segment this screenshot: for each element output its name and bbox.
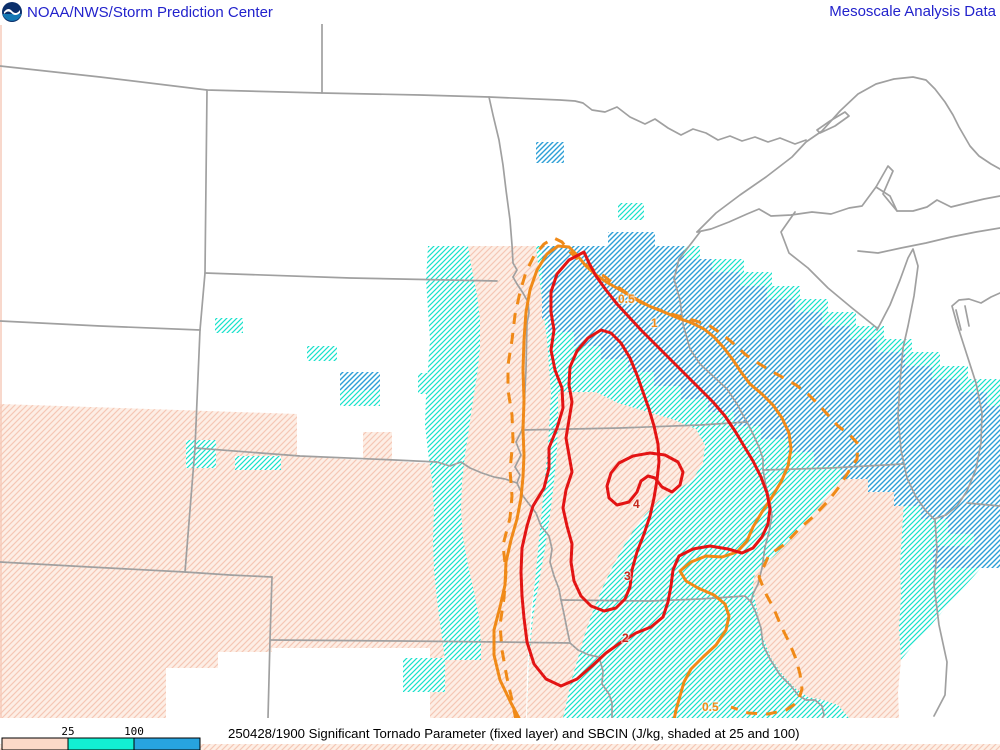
shade-cyan-west-swath — [425, 246, 481, 660]
shade-cyan-patch-8 — [403, 658, 445, 692]
contour-label-1: 1 — [651, 316, 658, 330]
bottom-band: 250428/1900 Significant Tornado Paramete… — [0, 718, 1000, 750]
shade-blue-patch-se — [933, 546, 1000, 568]
header: NOAA/NWS/Storm Prediction Center Mesosca… — [0, 0, 1000, 24]
border-mississippi-lower — [750, 601, 825, 721]
border-co-east — [267, 576, 273, 719]
sbcin-legend: 25 100 — [1, 725, 201, 750]
border-il-in — [933, 519, 948, 717]
legend-label-25: 25 — [61, 725, 74, 738]
lake-michigan-shore — [897, 292, 1000, 520]
border-mi-in — [966, 502, 1000, 507]
shade-cyan-patch-6 — [186, 440, 216, 468]
border-co-41n — [0, 561, 273, 578]
geography-layer — [0, 0, 1000, 721]
shade-blue-patch-nd — [536, 142, 564, 163]
contour-stp-1 — [492, 244, 793, 721]
shade-blue-core — [542, 232, 1000, 550]
contour-label-0p5-north: 0.5 — [618, 292, 635, 306]
legend-label-100: 100 — [124, 725, 144, 738]
shade-cyan-patch-7 — [235, 456, 281, 470]
grand-traverse-marks — [955, 305, 970, 331]
shade-tan-southeast — [753, 438, 904, 718]
header-band — [0, 0, 1000, 24]
border-mn-ia — [521, 421, 748, 431]
contour-label-4: 4 — [633, 497, 640, 511]
contour-label-3: 3 — [624, 569, 631, 583]
keweenaw-peninsula — [875, 165, 898, 212]
border-mn-wi-stcroix — [673, 231, 748, 423]
contour-stp-0p5-dashed — [498, 236, 860, 721]
sbcin-shading-layer — [0, 25, 1000, 720]
map-caption: 250428/1900 Significant Tornado Paramete… — [228, 726, 800, 741]
noaa-logo-icon — [2, 2, 22, 22]
border-mn-nd — [488, 96, 518, 278]
shade-cyan-patch-1 — [618, 203, 644, 220]
shade-white-cutout — [166, 648, 430, 718]
lake-superior-north-shore — [696, 76, 1000, 233]
border-missouri-river — [516, 482, 613, 721]
contour-stp-3 — [561, 328, 661, 613]
border-mt-nd-sd — [199, 89, 208, 331]
border-ks-ne — [270, 639, 571, 644]
border-wi-mi-up — [780, 211, 878, 329]
contour-label-0p5-south: 0.5 — [702, 700, 719, 714]
lake-superior-south-shore — [696, 186, 1000, 233]
border-sd-ne — [194, 447, 518, 484]
shade-tan-left-edge — [0, 25, 2, 720]
border-sd-ia — [514, 429, 523, 484]
border-mt-wy — [0, 320, 201, 331]
shade-blue-patch-sd — [340, 372, 380, 390]
isle-royale — [816, 111, 850, 134]
bottom-hatch-strip — [0, 744, 1000, 750]
border-ia-mo — [560, 595, 752, 603]
mi-up-south-shore — [857, 227, 1000, 254]
legend-seg-gt100 — [133, 737, 201, 750]
shade-cyan-patch-3 — [307, 346, 337, 361]
legend-seg-25-100 — [67, 737, 135, 750]
shade-cyan-patch-5 — [418, 373, 462, 394]
border-nd-sd — [204, 272, 498, 282]
contour-stp-2 — [519, 250, 772, 688]
shade-cyan-patch-4 — [340, 390, 380, 406]
contour-stp-4 — [605, 451, 685, 507]
door-peninsula-green-bay — [876, 248, 919, 349]
shade-cyan-patch-2 — [215, 318, 243, 333]
legend-seg-lt25 — [1, 737, 69, 750]
header-right-title: Mesoscale Analysis Data — [829, 3, 996, 20]
stp-contour-layer: 0.5 1 4 3 2 0.5 — [492, 236, 860, 721]
border-canada — [0, 65, 807, 145]
contour-label-2: 2 — [622, 631, 629, 645]
header-left-title: NOAA/NWS/Storm Prediction Center — [27, 4, 273, 21]
